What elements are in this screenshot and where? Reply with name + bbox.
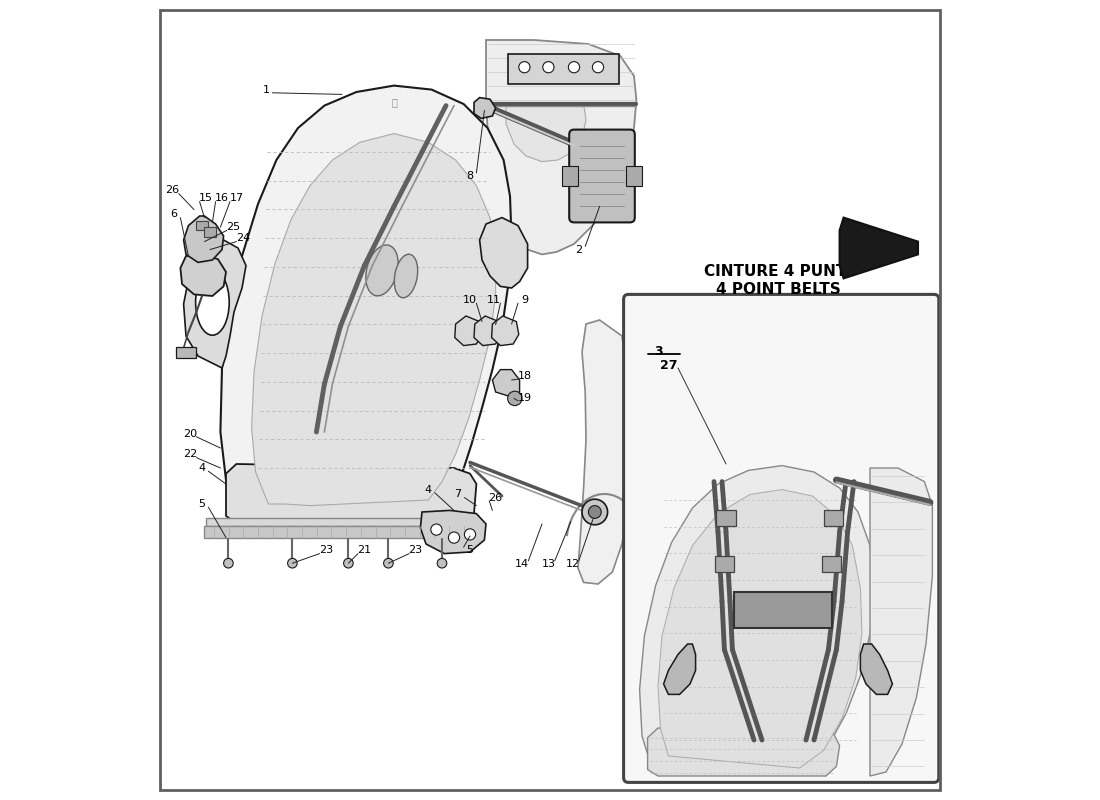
Polygon shape (180, 254, 226, 296)
Text: 9: 9 (520, 295, 528, 305)
Text: 26: 26 (488, 493, 503, 502)
Bar (196, 221, 208, 230)
Text: 16: 16 (214, 194, 229, 203)
Text: 22: 22 (183, 450, 197, 459)
Bar (176, 347, 196, 358)
Bar (204, 227, 217, 237)
Polygon shape (506, 104, 586, 162)
Text: 27: 27 (660, 359, 678, 372)
Polygon shape (184, 216, 223, 262)
Polygon shape (474, 316, 502, 346)
Polygon shape (480, 218, 528, 288)
Text: 5: 5 (466, 546, 473, 555)
Circle shape (542, 62, 554, 73)
Circle shape (582, 499, 607, 525)
Text: 17: 17 (229, 194, 243, 203)
Bar (716, 510, 736, 526)
Text: 7: 7 (454, 490, 462, 499)
Bar (508, 54, 619, 84)
Circle shape (384, 558, 393, 568)
Bar (822, 556, 842, 572)
Text: 11: 11 (487, 295, 500, 305)
Circle shape (449, 532, 460, 543)
Polygon shape (486, 40, 637, 254)
Circle shape (223, 558, 233, 568)
Circle shape (437, 558, 447, 568)
Polygon shape (205, 526, 472, 538)
Circle shape (507, 391, 522, 406)
Ellipse shape (394, 254, 418, 298)
Text: 12: 12 (565, 559, 580, 569)
Polygon shape (648, 728, 839, 776)
Bar (626, 166, 642, 186)
Polygon shape (220, 86, 512, 520)
Text: 4: 4 (425, 485, 432, 494)
Polygon shape (493, 370, 519, 396)
Text: 20: 20 (183, 429, 197, 438)
Text: 10: 10 (463, 295, 477, 305)
Bar (562, 166, 578, 186)
Polygon shape (206, 518, 470, 526)
Bar (734, 592, 832, 628)
Text: 8: 8 (466, 171, 474, 181)
Circle shape (519, 62, 530, 73)
Text: 🐎: 🐎 (392, 98, 397, 107)
Text: 18: 18 (517, 371, 531, 381)
Text: 24: 24 (235, 234, 250, 243)
Polygon shape (492, 316, 519, 346)
Bar (715, 556, 734, 572)
Text: 14: 14 (515, 559, 529, 569)
Polygon shape (226, 464, 476, 522)
Text: 2: 2 (575, 245, 582, 254)
Circle shape (593, 62, 604, 73)
Polygon shape (454, 316, 482, 346)
Polygon shape (578, 320, 631, 584)
Polygon shape (839, 218, 918, 278)
Text: 23: 23 (408, 546, 422, 555)
Polygon shape (639, 466, 874, 770)
Polygon shape (860, 644, 892, 694)
Text: 4 POINT BELTS: 4 POINT BELTS (716, 282, 840, 297)
Text: CINTURE 4 PUNTI: CINTURE 4 PUNTI (704, 265, 852, 279)
Text: 13: 13 (541, 559, 556, 569)
Ellipse shape (366, 245, 398, 296)
Text: 25: 25 (227, 222, 240, 232)
Text: 26: 26 (165, 186, 179, 195)
Ellipse shape (196, 270, 229, 335)
Circle shape (569, 62, 580, 73)
Polygon shape (663, 644, 695, 694)
FancyBboxPatch shape (624, 294, 938, 782)
Text: 4: 4 (198, 463, 206, 473)
Circle shape (431, 524, 442, 535)
Text: 6: 6 (170, 210, 177, 219)
Polygon shape (870, 468, 933, 776)
Circle shape (588, 506, 602, 518)
Text: 1: 1 (263, 85, 270, 94)
Text: 19: 19 (517, 393, 531, 402)
Circle shape (287, 558, 297, 568)
Text: 3: 3 (654, 346, 663, 358)
Polygon shape (184, 240, 246, 368)
Text: 15: 15 (199, 194, 213, 203)
Text: 23: 23 (319, 546, 333, 555)
Text: 21: 21 (358, 546, 372, 555)
Text: 5: 5 (198, 499, 206, 509)
FancyBboxPatch shape (569, 130, 635, 222)
Bar (824, 510, 843, 526)
Circle shape (343, 558, 353, 568)
Polygon shape (420, 510, 486, 554)
Polygon shape (252, 134, 496, 506)
Polygon shape (658, 490, 862, 768)
Polygon shape (474, 98, 496, 118)
Circle shape (464, 529, 475, 540)
